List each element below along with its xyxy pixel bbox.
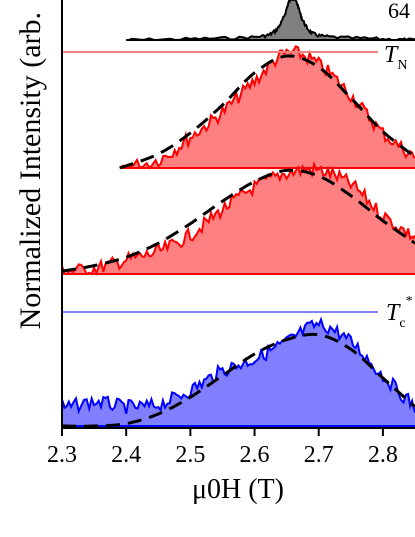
series-line-0: [126, 0, 415, 42]
plot-area: [62, 0, 415, 428]
x-tick-label: 2.3: [47, 442, 77, 468]
fit-curve-3: [62, 332, 415, 428]
series-line-2: [62, 160, 415, 276]
x-tick-label: 2.4: [111, 442, 141, 468]
series-line-3: [62, 316, 415, 415]
ref-label-tc: Tc*: [386, 294, 413, 331]
y-axis-label: Normalized Intensity (arb.: [14, 12, 47, 329]
x-tick-label: 2.6: [240, 442, 270, 468]
x-axis-label: μ0H (T): [192, 474, 284, 505]
x-tick-label: 2.8: [368, 442, 398, 468]
series-area-2: [62, 164, 415, 274]
ref-label-tn: TN: [384, 42, 407, 73]
fit-curve-1: [119, 54, 415, 170]
x-tick-label: 2.7: [304, 442, 334, 468]
x-ticks: 2.3 2.4 2.5 2.6 2.7 2.8: [47, 428, 398, 468]
x-tick-label: 2.5: [175, 442, 205, 468]
series-label-top: 64: [388, 0, 410, 23]
series-area-3: [62, 319, 415, 426]
